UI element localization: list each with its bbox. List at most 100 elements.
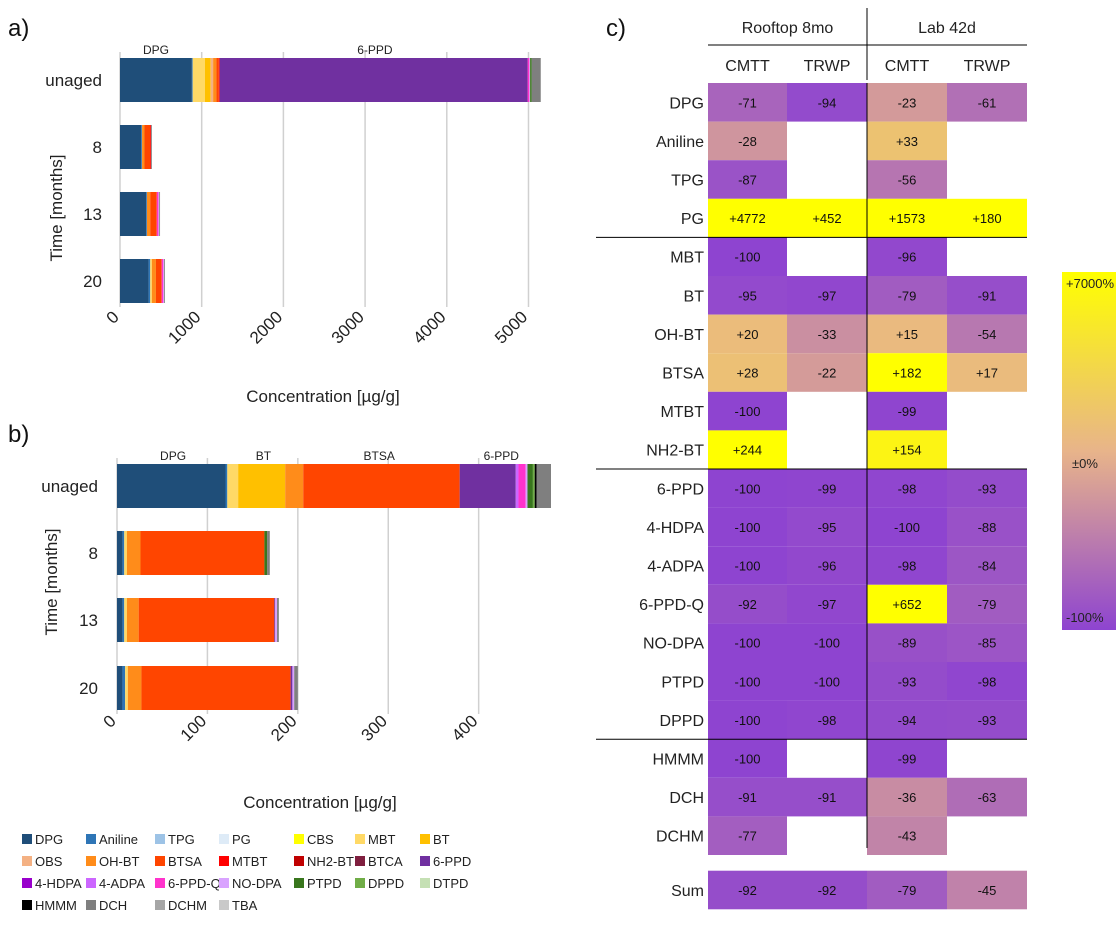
heatmap-dpg-cell — [708, 83, 787, 122]
legend-item-6-ppd: 6-PPD — [420, 854, 471, 869]
legend-swatch — [155, 900, 165, 910]
heatmap-4-adpa-cell — [787, 546, 867, 585]
legend-item-mtbt: MTBT — [219, 854, 267, 869]
heatmap-dch-cell — [947, 777, 1027, 817]
heatmap-cell-value: -23 — [898, 95, 917, 110]
b-bar-unaged-dch — [536, 464, 551, 508]
heatmap-cell-value: -100 — [814, 636, 840, 651]
b-bar-unaged-bt — [238, 464, 286, 508]
heatmap-sum-cell — [867, 870, 947, 910]
b-bar-unaged-oh-bt — [285, 464, 304, 508]
panel-b: b) DPG BT BTSA 6-PPD unaged 8 13 20 0 100 200 300… — [8, 421, 551, 812]
a-bar-unaged-6-ppd — [219, 58, 528, 102]
a-bar-13-no-dpa — [158, 192, 160, 236]
legend-item-aniline: Aniline — [86, 832, 138, 847]
legend-label: 4-HDPA — [35, 876, 82, 891]
heatmap-cell-value: +182 — [892, 366, 921, 381]
heatmap-cell-value: -94 — [898, 713, 917, 728]
heatmap-nh2-bt-cell — [708, 430, 787, 469]
legend-label: CBS — [307, 832, 334, 847]
panel-a-letter: a) — [8, 15, 29, 42]
a-bar-20-dpg — [120, 259, 149, 303]
heatmap-4-adpa-cell — [947, 546, 1027, 585]
legend-item-ptpd: PTPD — [294, 876, 342, 891]
colorbar: +7000% ±0% -100% — [1062, 272, 1116, 630]
heatmap-bt-cell — [787, 276, 867, 315]
heatmap-dchm-cell — [867, 816, 947, 855]
heatmap-row-label: PTPD — [661, 674, 704, 691]
legend-swatch — [219, 878, 229, 888]
heatmap-6-ppd-cell — [947, 469, 1027, 508]
heatmap-cell-value: +4772 — [729, 211, 766, 226]
heatmap-cell-value: +180 — [972, 211, 1001, 226]
legend-item-btca: BTCA — [355, 854, 403, 869]
a-bar-8-mtbt — [150, 125, 152, 169]
a-bar-unaged-aniline — [191, 58, 193, 102]
colorbar-gradient — [1062, 272, 1116, 630]
heatmap-cell-value: +154 — [892, 443, 921, 458]
legend-label: OH-BT — [99, 854, 140, 869]
heatmap-cell-value: -100 — [734, 713, 760, 728]
a-bar-20-no-dpa — [163, 259, 165, 303]
b-tick-label: 300 — [358, 711, 391, 744]
legend-swatch — [294, 878, 304, 888]
b-bar-13-dpg — [117, 598, 123, 642]
panel-b-xlabel: Concentration [µg/g] — [243, 793, 396, 812]
a-segment-label: DPG — [143, 43, 169, 57]
heatmap-cell-value: -100 — [734, 674, 760, 689]
heatmap-row-labels: DPG Aniline TPG PG MBT BT OH-BT BTSA MTBT NH2-BT 6… — [639, 95, 704, 900]
heatmap-cell-value: -100 — [734, 752, 760, 767]
heatmap-column-header: TRWP — [804, 58, 851, 75]
heatmap-cell-value: -100 — [734, 404, 760, 419]
a-tick-label: 4000 — [409, 307, 449, 347]
heatmap-cell-value: -77 — [738, 829, 757, 844]
legend-label: MTBT — [232, 854, 267, 869]
heatmap-cell-value: -43 — [898, 829, 917, 844]
b-bar-13-btsa — [138, 598, 275, 642]
heatmap-dppd-cell — [708, 700, 787, 740]
legend-label: DCH — [99, 898, 127, 913]
legend-swatch — [355, 856, 365, 866]
a-bar-20-mbt — [150, 259, 152, 303]
heatmap-mbt-cell — [708, 237, 787, 276]
a-bar-20-btsa — [155, 259, 162, 303]
b-bar-unaged-dppd — [532, 464, 535, 508]
b-bar-20-oh-bt — [127, 666, 142, 710]
legend-swatch — [420, 878, 430, 888]
legend-label: PG — [232, 832, 251, 847]
legend-swatch — [355, 878, 365, 888]
b-tick-label: 200 — [267, 711, 300, 744]
heatmap-cell-value: -96 — [898, 250, 917, 265]
a-bar-13-oh-bt — [146, 192, 151, 236]
a-bar-8-aniline — [141, 125, 143, 169]
heatmap-row-label: PG — [681, 211, 704, 228]
b-category-label: 8 — [89, 544, 98, 563]
legend-swatch — [219, 856, 229, 866]
legend-label: BTSA — [168, 854, 202, 869]
panel-a-bars — [120, 58, 541, 303]
heatmap-row-label: DCH — [669, 790, 704, 807]
heatmap-bt-cell — [867, 276, 947, 315]
b-bar-13-oh-bt — [126, 598, 139, 642]
b-bar-8-ptpd — [264, 531, 268, 575]
colorbar-label: ±0% — [1072, 456, 1098, 471]
heatmap-cell-value: +20 — [736, 327, 758, 342]
a-tick-label: 5000 — [491, 307, 531, 347]
heatmap-ptpd-cell — [947, 662, 1027, 701]
heatmap-4-hdpa-cell — [708, 507, 787, 547]
heatmap-cell-value: -71 — [738, 95, 757, 110]
a-tick-label: 0 — [103, 307, 123, 327]
a-bar-unaged-mtbt — [218, 58, 220, 102]
b-category-label: 20 — [79, 679, 98, 698]
a-bar-unaged-no-dpa — [529, 58, 531, 102]
heatmap-row-label: MTBT — [660, 404, 704, 421]
heatmap-cell-value: -92 — [818, 883, 837, 898]
heatmap-no-dpa-cell — [787, 623, 867, 662]
heatmap-cell-value: -89 — [898, 636, 917, 651]
legend-label: OBS — [35, 854, 63, 869]
legend-label: DPPD — [368, 876, 404, 891]
colorbar-label: +7000% — [1066, 276, 1115, 291]
heatmap-sum-cell — [708, 870, 787, 910]
heatmap-oh-bt-cell — [867, 314, 947, 354]
